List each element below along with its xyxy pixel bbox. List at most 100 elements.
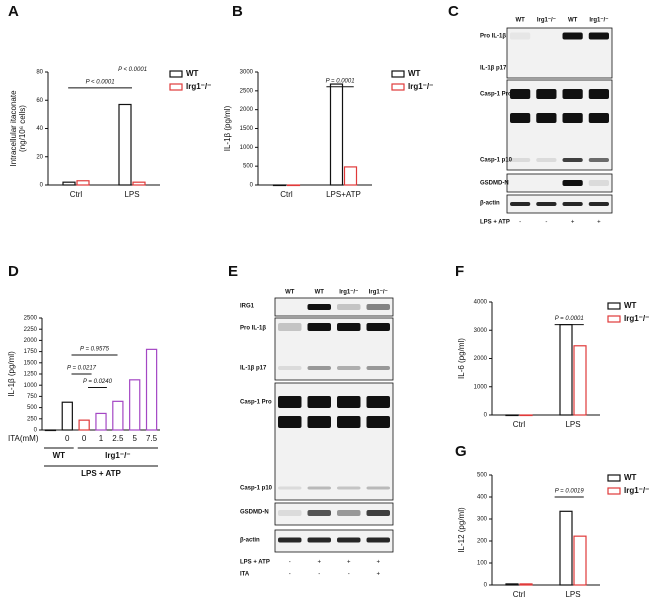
x-tick-label: 0 [82,434,87,443]
blot-band [366,366,390,370]
lane-label: Irg1⁻/⁻ [589,18,608,24]
blot-band [588,180,609,186]
y-tick-label: 1500 [24,360,38,366]
blot-band [337,304,361,310]
y-tick-label: 2000 [474,356,488,362]
blot-band [337,510,361,516]
blot-panel [506,173,613,193]
treatment-value: - [348,572,350,578]
legend-swatch [391,83,405,91]
x-tick-label: 1 [99,434,104,443]
row-label: Pro IL-1β [240,326,266,332]
y-tick-label: 100 [477,561,488,567]
blot-band [510,158,531,162]
row-label: GSDMD-N [240,510,269,516]
blot-band [562,158,583,162]
x-tick-label: 5 [132,434,137,443]
panel-letter: C [448,3,459,20]
y-tick-label: 60 [36,98,43,104]
bar [559,510,573,586]
bar [95,412,107,431]
y-tick-label: 500 [477,473,488,479]
y-axis-label: IL-6 (pg/ml) [457,338,466,379]
y-tick-label: 500 [243,164,254,170]
bar [129,379,141,431]
blot-band [307,323,331,331]
treatment-label: LPS + ATP [240,560,270,566]
y-tick-label: 0 [250,183,254,189]
y-tick-label: 500 [27,405,38,411]
x-tick-label: 7.5 [146,434,158,443]
blot-band [307,396,331,408]
y-tick-label: 0 [40,183,44,189]
blot-panel [506,194,613,214]
blot-band [588,113,609,123]
y-tick-label: 1500 [240,126,254,132]
blot-band [562,180,583,186]
row-label: β-actin [240,538,260,544]
blot-band [307,416,331,428]
bar [519,414,533,417]
y-tick-label: 1000 [474,384,488,390]
bar [62,181,76,186]
x-tick-label: 0 [65,434,70,443]
x-tick-label: Ctrl [280,190,293,199]
bar [78,419,90,431]
legend-swatch [607,487,621,495]
blot-band [562,113,583,123]
panel-letter: B [232,3,243,20]
bar [112,400,124,431]
blot-band [562,89,583,99]
blot-band [278,416,302,428]
row-label: GSDMD-N [480,181,509,187]
legend-label: WT [624,473,637,482]
y-tick-label: 1000 [240,145,254,151]
treatment-value: - [545,220,547,226]
y-tick-label: 2000 [240,107,254,113]
treatment-value: + [347,560,351,566]
blot-band [588,32,609,40]
treatment-value: - [289,572,291,578]
lane-label: Irg1⁻/⁻ [537,18,556,24]
legend-label: WT [408,69,421,78]
blot-band [366,486,390,490]
panel-letter: G [455,443,467,460]
p-value: P = 0.9575 [80,347,110,353]
p-value: P = 0.0019 [555,489,585,495]
bar [61,401,73,431]
y-tick-label: 300 [477,517,488,523]
blot-band [337,486,361,490]
panel-letter: F [455,263,464,280]
blot-band [307,304,331,310]
p-value: P = 0.0001 [555,316,584,322]
blot-band [536,158,557,162]
row-label: Casp-1 p10 [240,486,273,492]
treatment-value: + [376,560,380,566]
y-tick-label: 2500 [24,316,38,322]
blot-band [278,396,302,408]
blot-band [562,202,583,206]
blot-band [588,158,609,162]
blot-band [536,202,557,206]
treatment-value: + [317,560,321,566]
legend-label: WT [624,301,637,310]
legend-label: WT [186,69,199,78]
y-tick-label: 1250 [24,372,38,378]
blot-band [366,304,390,310]
legend-label: Irg1⁻/⁻ [624,486,649,495]
p-value: P = 0.0217 [67,366,97,372]
lane-label: WT [568,18,578,24]
treatment-value: + [571,220,575,226]
blot-band [278,537,302,543]
y-tick-label: 250 [27,416,38,422]
treatment-value: - [519,220,521,226]
y-tick-label: 0 [484,583,488,589]
legend-swatch [391,70,405,78]
blot-band [307,537,331,543]
x-tick-label: Ctrl [70,190,83,199]
bar [272,184,287,187]
blot-panel [274,297,394,317]
y-tick-label: 400 [477,495,488,501]
blot-band [307,366,331,370]
lane-label: WT [285,290,295,296]
